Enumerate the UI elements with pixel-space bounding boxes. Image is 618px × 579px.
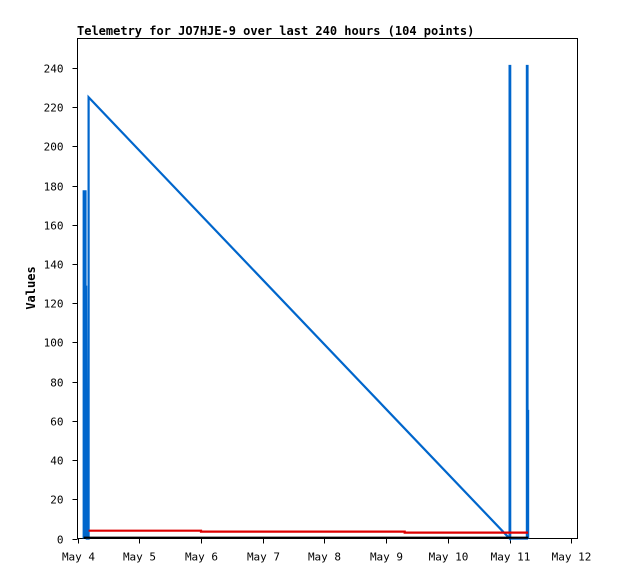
series-line-1: [88, 529, 529, 534]
y-tick-label: 0: [57, 534, 64, 547]
y-tick-label: 160: [44, 220, 64, 233]
y-tick-label: 100: [44, 337, 64, 350]
y-tick-label: 220: [44, 102, 64, 115]
x-tick-label: May 6: [185, 551, 218, 564]
plot-frame: [77, 38, 578, 539]
series-line-0: [82, 64, 530, 542]
x-tick-label: May 11: [491, 551, 531, 564]
series-group: [82, 64, 530, 542]
x-tick-label: May 4: [62, 551, 95, 564]
y-tick-label: 140: [44, 259, 64, 272]
y-axis: 0 20 40 60 80 100 120 140 160 180 200 220 240: [44, 63, 78, 547]
x-tick-label: May 7: [247, 551, 280, 564]
x-tick-label: May 8: [308, 551, 341, 564]
y-tick-label: 180: [44, 181, 64, 194]
x-tick-label: May 5: [123, 551, 156, 564]
x-tick-label: May 12: [552, 551, 592, 564]
y-tick-label: 80: [50, 377, 63, 390]
y-axis-label: Values: [24, 266, 38, 309]
y-tick-label: 120: [44, 298, 64, 311]
y-tick-label: 20: [50, 494, 63, 507]
y-tick-label: 40: [50, 455, 63, 468]
x-tick-label: May 10: [429, 551, 469, 564]
y-tick-label: 200: [44, 141, 64, 154]
y-tick-label: 60: [50, 416, 63, 429]
x-tick-label: May 9: [370, 551, 403, 564]
chart-title: Telemetry for JO7HJE-9 over last 240 hou…: [77, 24, 474, 38]
y-tick-label: 240: [44, 63, 64, 76]
x-axis: May 4 May 5 May 6 May 7 May 8 May 9 May 10 May …: [62, 538, 592, 564]
